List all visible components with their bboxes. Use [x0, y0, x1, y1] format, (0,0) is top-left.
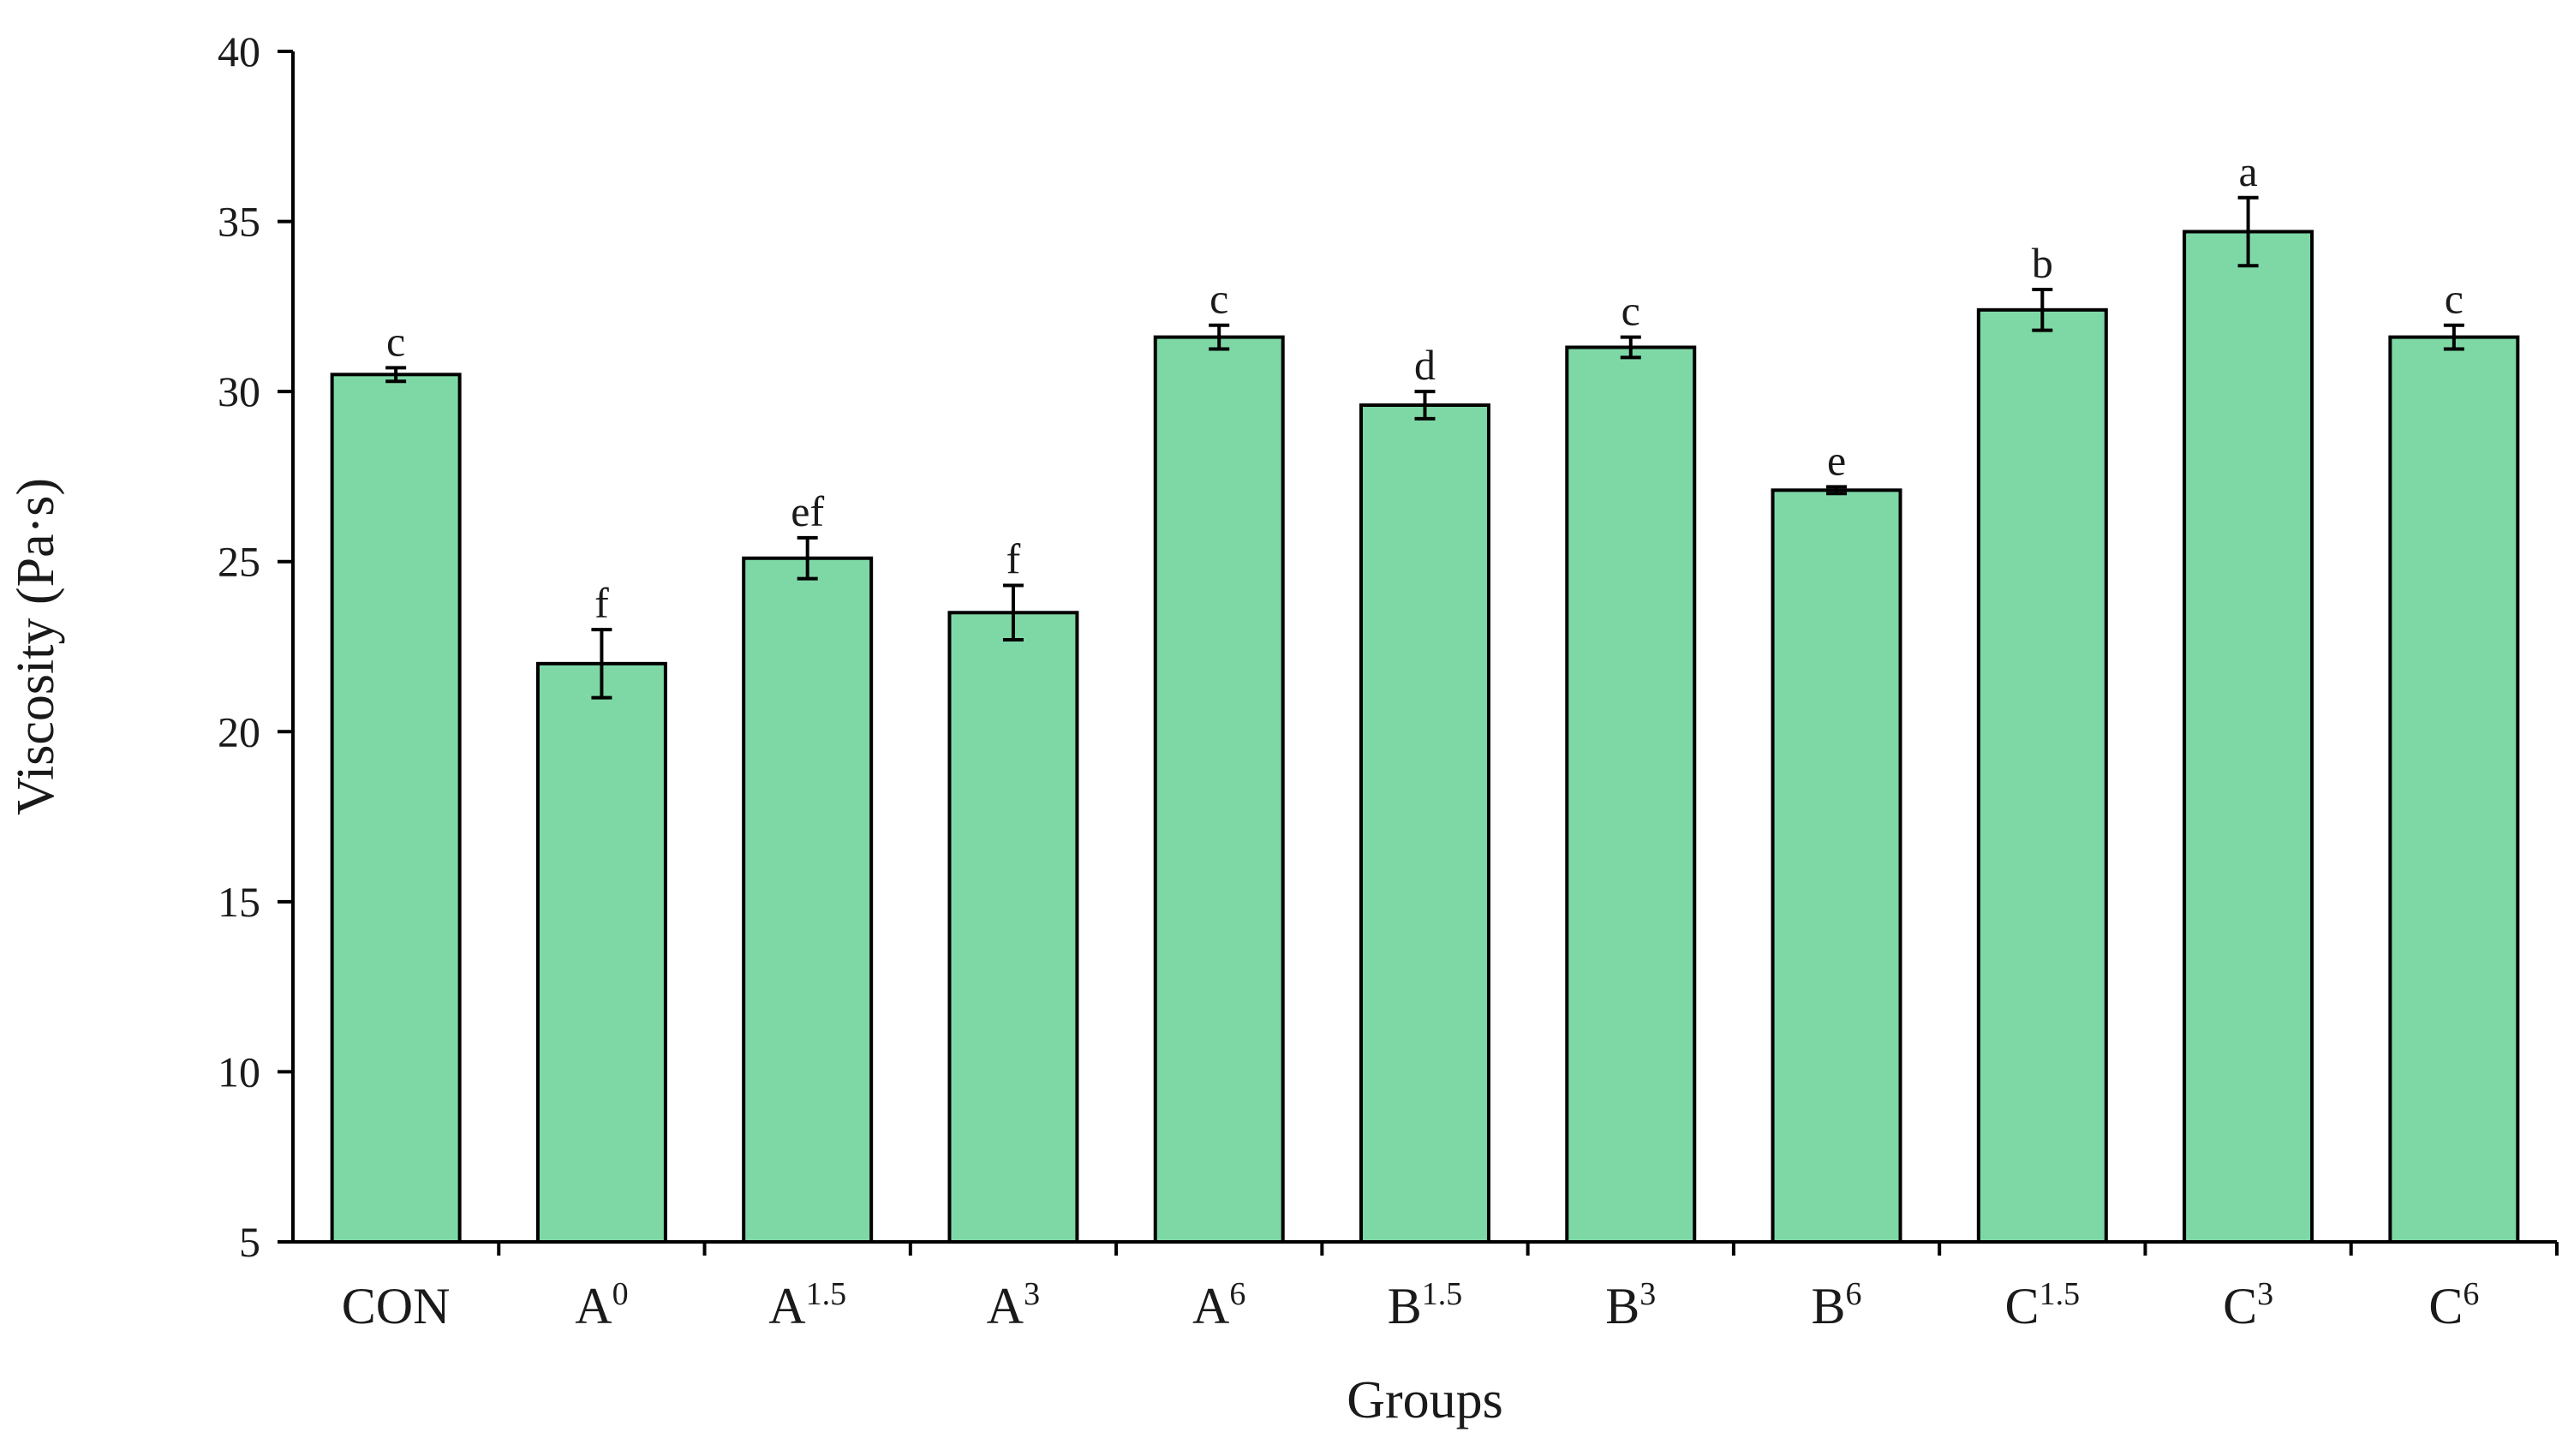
x-tick-label: CON	[342, 1278, 451, 1334]
y-tick-label: 5	[239, 1218, 260, 1266]
bar	[1771, 488, 1902, 1244]
significance-label: c	[2445, 275, 2464, 323]
bar	[742, 556, 874, 1244]
x-tick-label: C3	[2223, 1276, 2273, 1334]
significance-labels-layer: c f ef f c d c e b a c	[386, 147, 2464, 627]
bar	[947, 611, 1079, 1244]
bar	[2183, 230, 2314, 1244]
x-tick-label: A0	[575, 1276, 628, 1334]
y-tick-label: 20	[218, 707, 260, 755]
error-bar	[385, 366, 407, 384]
x-tick-label: A1.5	[768, 1276, 846, 1334]
bar	[2388, 335, 2520, 1244]
error-bar	[2237, 195, 2259, 268]
x-tick-label: A6	[1192, 1276, 1245, 1334]
error-bar	[1209, 323, 1230, 351]
x-tick-label: C6	[2428, 1276, 2479, 1334]
x-axis-title: Groups	[1347, 1371, 1503, 1429]
significance-label: d	[1414, 341, 1436, 389]
axes-layer	[278, 50, 2559, 1256]
y-tick-label: 30	[218, 367, 260, 415]
y-tick-label: 25	[218, 538, 260, 586]
x-tick-label: B3	[1605, 1276, 1656, 1334]
error-bars-layer	[385, 195, 2464, 700]
significance-label: f	[594, 579, 609, 627]
error-bar	[1002, 583, 1024, 642]
bar	[1359, 403, 1490, 1244]
x-tick-label: B6	[1812, 1276, 1862, 1334]
error-bar	[2443, 323, 2464, 351]
significance-label: c	[1621, 287, 1640, 335]
bar	[1153, 335, 1285, 1244]
error-bar	[1620, 335, 1641, 360]
significance-label: f	[1006, 535, 1021, 583]
error-bar	[797, 535, 818, 581]
x-tick-label: B1.5	[1388, 1276, 1463, 1334]
bars-layer	[330, 230, 2520, 1244]
bar	[535, 661, 667, 1244]
error-bar	[1826, 485, 1848, 496]
y-tick-label: 35	[218, 198, 260, 246]
x-tick-label: A3	[987, 1276, 1040, 1334]
significance-label: a	[2238, 147, 2257, 195]
significance-label: ef	[791, 487, 824, 535]
y-tick-label: 40	[218, 27, 260, 75]
x-tick-label: C1.5	[2005, 1276, 2081, 1334]
significance-label: b	[2032, 239, 2053, 287]
tick-labels-layer: CON A0 A1.5 A3 A6 B1.5 B3 B6 C1.5 C3 C6 5 10 15 20 25 30…	[218, 27, 2479, 1334]
significance-label: e	[1827, 436, 1846, 484]
bar	[1976, 307, 2108, 1244]
error-bar	[1414, 390, 1436, 421]
bar	[1565, 345, 1697, 1244]
significance-label: c	[1209, 275, 1228, 323]
error-bar	[591, 628, 612, 700]
error-bar	[2032, 288, 2053, 332]
y-tick-label: 15	[218, 878, 260, 926]
bar	[330, 373, 462, 1244]
y-axis-title: Viscosity (Pa·s)	[7, 478, 65, 815]
y-tick-label: 10	[218, 1047, 260, 1095]
significance-label: c	[386, 317, 405, 365]
